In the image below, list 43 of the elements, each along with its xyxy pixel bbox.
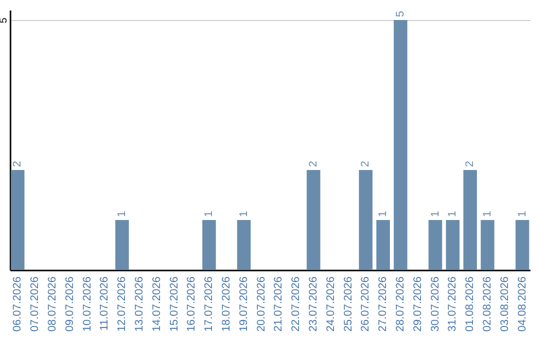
x-tick-label: 31.07.2026 [446,276,459,332]
x-tick-label: 01.08.2026 [464,276,476,332]
x-tick-label: 29.07.2026 [412,276,424,332]
x-tick-label: 14.07.2026 [150,276,163,332]
data-label: 1 [203,210,216,217]
x-tick-label: 03.08.2026 [498,276,511,332]
x-tick-label: 28.07.2026 [394,276,407,332]
x-tick-label: 20.07.2026 [255,276,268,332]
x-tick-label: 06.07.2026 [12,276,24,332]
x-tick-label: 15.07.2026 [168,276,180,332]
x-tick-label: 12.07.2026 [116,276,128,332]
x-tick-label: 07.07.2026 [29,276,42,332]
x-tick-label: 25.07.2026 [342,276,354,332]
data-label: 1 [482,210,494,217]
x-tick-label: 08.07.2026 [46,276,58,332]
data-label: 1 [377,210,390,217]
x-tick-label: 11.07.2026 [98,276,111,331]
x-tick-label: 18.07.2026 [220,276,232,332]
x-tick-label: 24.07.2026 [324,276,337,332]
data-label: 2 [464,160,476,167]
x-tick-label: 10.07.2026 [81,276,94,332]
x-tick-label: 23.07.2026 [308,276,320,332]
data-label: 2 [12,160,24,167]
x-tick-label: 09.07.2026 [64,276,76,332]
data-label: 2 [360,160,372,167]
x-tick-label: 19.07.2026 [238,276,250,332]
x-tick-label: 17.07.2026 [203,276,216,332]
x-tick-label: 30.07.2026 [429,276,442,332]
data-label: 1 [116,210,128,217]
x-tick-label: 02.08.2026 [482,276,494,332]
x-tick-label: 22.07.2026 [290,276,302,332]
x-tick-label: 21.07.2026 [272,276,285,332]
x-tick-label: 04.08.2026 [516,276,528,332]
data-label: 2 [308,160,320,167]
x-tick-label: 16.07.2026 [186,276,198,332]
data-label: 1 [238,210,250,217]
x-tick-label: 13.07.2026 [133,276,146,332]
data-label: 1 [429,210,442,217]
data-label: 1 [516,210,528,217]
data-label: 5 [394,10,407,17]
x-tick-label: 27.07.2026 [377,276,390,332]
x-tick-label: 26.07.2026 [360,276,372,332]
data-label: 1 [446,210,459,217]
